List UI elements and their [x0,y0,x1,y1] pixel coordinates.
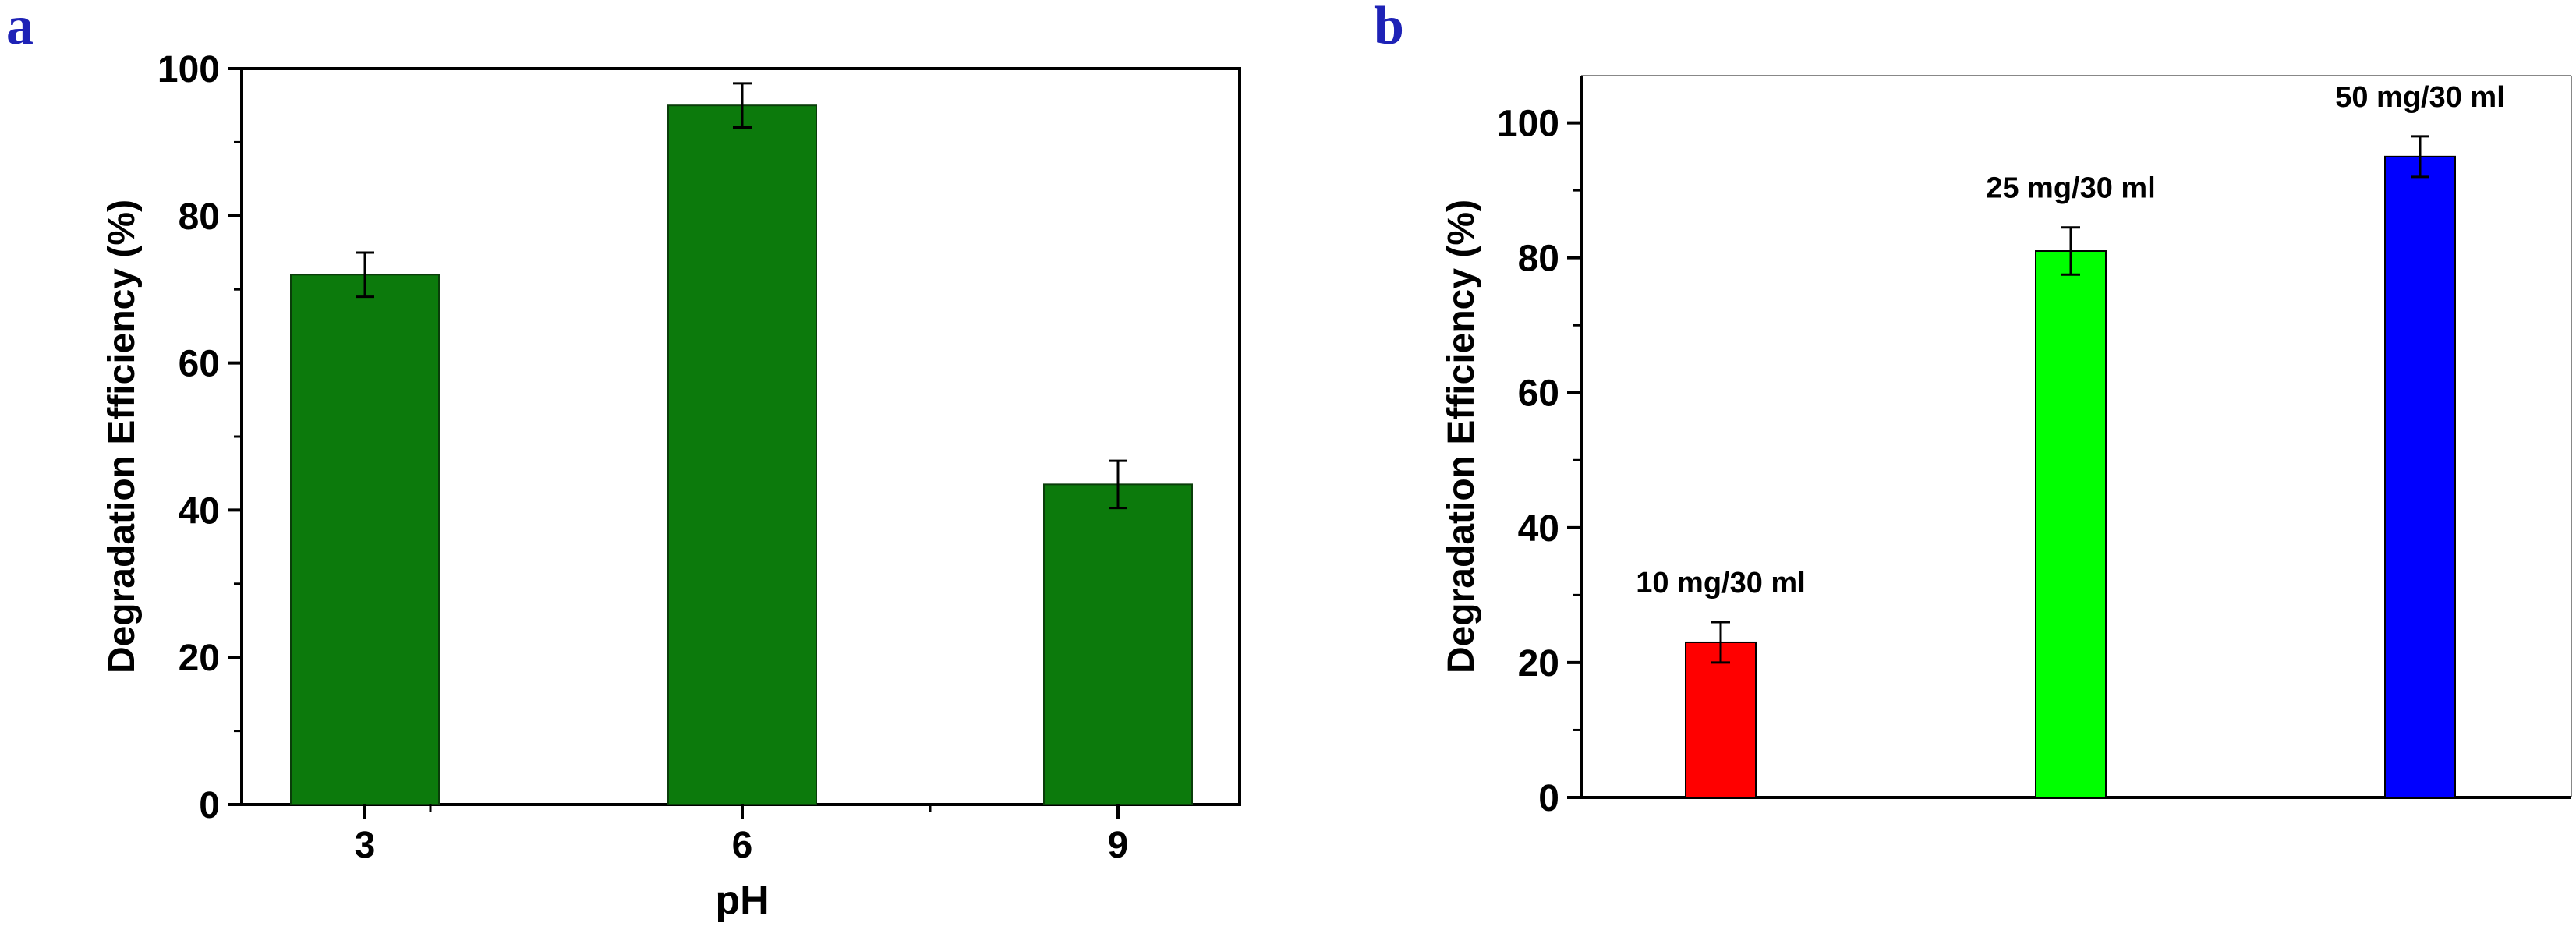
y-tick-label: 0 [199,785,220,826]
y-tick-label: 60 [1518,373,1559,415]
y-tick-label: 80 [1518,239,1559,280]
y-axis-label: Degradation Efficiency (%) [1441,200,1482,674]
bar-a-2 [667,104,817,805]
bar-b-2 [2035,250,2107,798]
bar-data-label: 10 mg/30 ml [1636,567,1806,599]
x-tick-label: 6 [732,825,753,866]
bar-a-3 [1043,483,1193,805]
bar-data-label: 25 mg/30 ml [1986,172,2156,205]
bar-data-label: 50 mg/30 ml [2335,81,2505,114]
y-tick-label: 40 [1518,508,1559,550]
y-tick-label: 40 [179,490,220,532]
y-tick-label: 0 [1538,778,1559,819]
y-tick-label: 100 [1497,104,1559,145]
y-tick-label: 80 [179,196,220,238]
panel-label-b: b [1374,0,1404,56]
chart-panel-a: 0 20 40 60 80 100 Degradation Efficiency (%) 3 6… [101,49,1241,923]
panel-label-a: a [6,0,34,56]
y-axis-label: Degradation Efficiency (%) [101,200,143,674]
chart-panel-b: 0 20 40 60 80 100 Degradation Efficiency (%) 10… [1441,75,2572,819]
y-tick-label: 20 [1518,643,1559,684]
x-axis-label: pH [715,878,769,923]
bar-b-3 [2384,155,2456,798]
x-tick-label: 9 [1108,825,1129,866]
x-tick-label: 3 [355,825,376,866]
y-tick-label: 20 [179,638,220,679]
y-tick-label: 100 [157,49,220,90]
bar-a-1 [290,274,440,805]
y-tick-label: 60 [179,344,220,385]
bar-b-1 [1685,641,1757,798]
